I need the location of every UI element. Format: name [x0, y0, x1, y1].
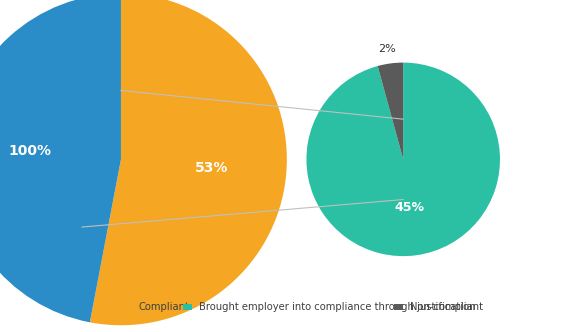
Wedge shape: [306, 63, 500, 256]
Text: Brought employer into compliance through justification: Brought employer into compliance through…: [199, 302, 476, 312]
Text: Compliant: Compliant: [139, 302, 190, 312]
Wedge shape: [0, 0, 121, 322]
Wedge shape: [90, 0, 287, 325]
Text: 2%: 2%: [378, 44, 396, 54]
Bar: [183, 304, 192, 310]
Wedge shape: [378, 63, 403, 159]
Text: Non-compliant: Non-compliant: [410, 302, 483, 312]
Text: 45%: 45%: [395, 201, 425, 214]
Bar: [394, 304, 403, 310]
Bar: [123, 304, 132, 310]
Text: 53%: 53%: [195, 161, 229, 175]
Text: 100%: 100%: [9, 144, 52, 158]
